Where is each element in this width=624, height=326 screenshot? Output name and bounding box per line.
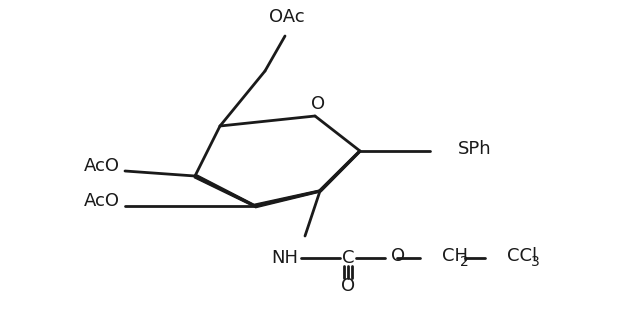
Text: CH: CH [442, 247, 468, 265]
Text: AcO: AcO [84, 192, 120, 210]
Polygon shape [255, 190, 320, 208]
Text: O: O [391, 247, 405, 265]
Text: O: O [311, 95, 325, 113]
Text: NH: NH [271, 249, 298, 267]
Text: O: O [341, 277, 355, 295]
Text: AcO: AcO [84, 157, 120, 175]
Text: OAc: OAc [269, 8, 305, 26]
Text: SPh: SPh [458, 140, 492, 158]
Polygon shape [194, 174, 255, 207]
Text: CCl: CCl [507, 247, 537, 265]
Text: C: C [342, 249, 354, 267]
Text: 3: 3 [531, 255, 540, 269]
Polygon shape [319, 150, 361, 192]
Text: 2: 2 [460, 255, 469, 269]
